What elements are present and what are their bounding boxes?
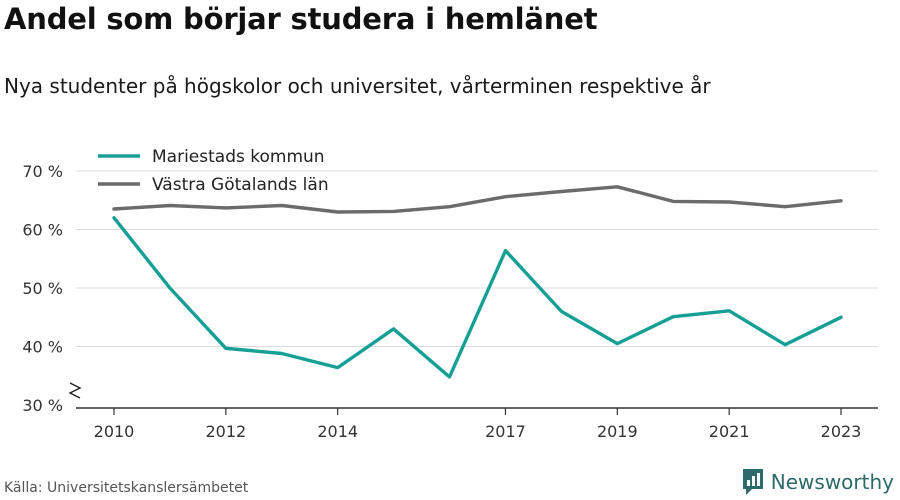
y-tick-label: 40 % xyxy=(22,338,63,357)
line-chart: 30 % 40 % 50 % 60 % 70 % 2010 2012 2014 2017 2019… xyxy=(22,147,878,441)
x-tick-label: 2023 xyxy=(821,422,862,441)
newsworthy-logo-icon xyxy=(742,469,763,495)
series-line-v-stra-g-talands-l-n xyxy=(112,185,843,214)
x-tick-label: 2017 xyxy=(485,422,526,441)
y-tick-label: 60 % xyxy=(22,221,63,240)
source-note: Källa: Universitetskanslersämbetet xyxy=(4,480,249,496)
x-tick-label: 2010 xyxy=(94,422,135,441)
x-tick-label: 2019 xyxy=(597,422,638,441)
x-tick-label: 2012 xyxy=(205,422,246,441)
y-tick-label: 50 % xyxy=(22,279,63,298)
series-line-mariestads-kommun xyxy=(112,216,843,379)
y-tick-label: 30 % xyxy=(22,396,63,415)
x-tick-label: 2014 xyxy=(317,422,358,441)
chart-title: Andel som börjar studera i hemlänet xyxy=(4,2,598,36)
brand-name: Newsworthy xyxy=(770,470,894,494)
brand-logo: Newsworthy xyxy=(741,467,894,497)
axis-break-icon xyxy=(68,382,82,399)
legend-label: Mariestads kommun xyxy=(152,147,325,167)
chart-subtitle: Nya studenter på högskolor och universit… xyxy=(4,74,711,98)
y-tick-label: 70 % xyxy=(22,162,63,181)
x-tick-label: 2021 xyxy=(709,422,750,441)
legend-label: Västra Götalands län xyxy=(152,175,329,195)
